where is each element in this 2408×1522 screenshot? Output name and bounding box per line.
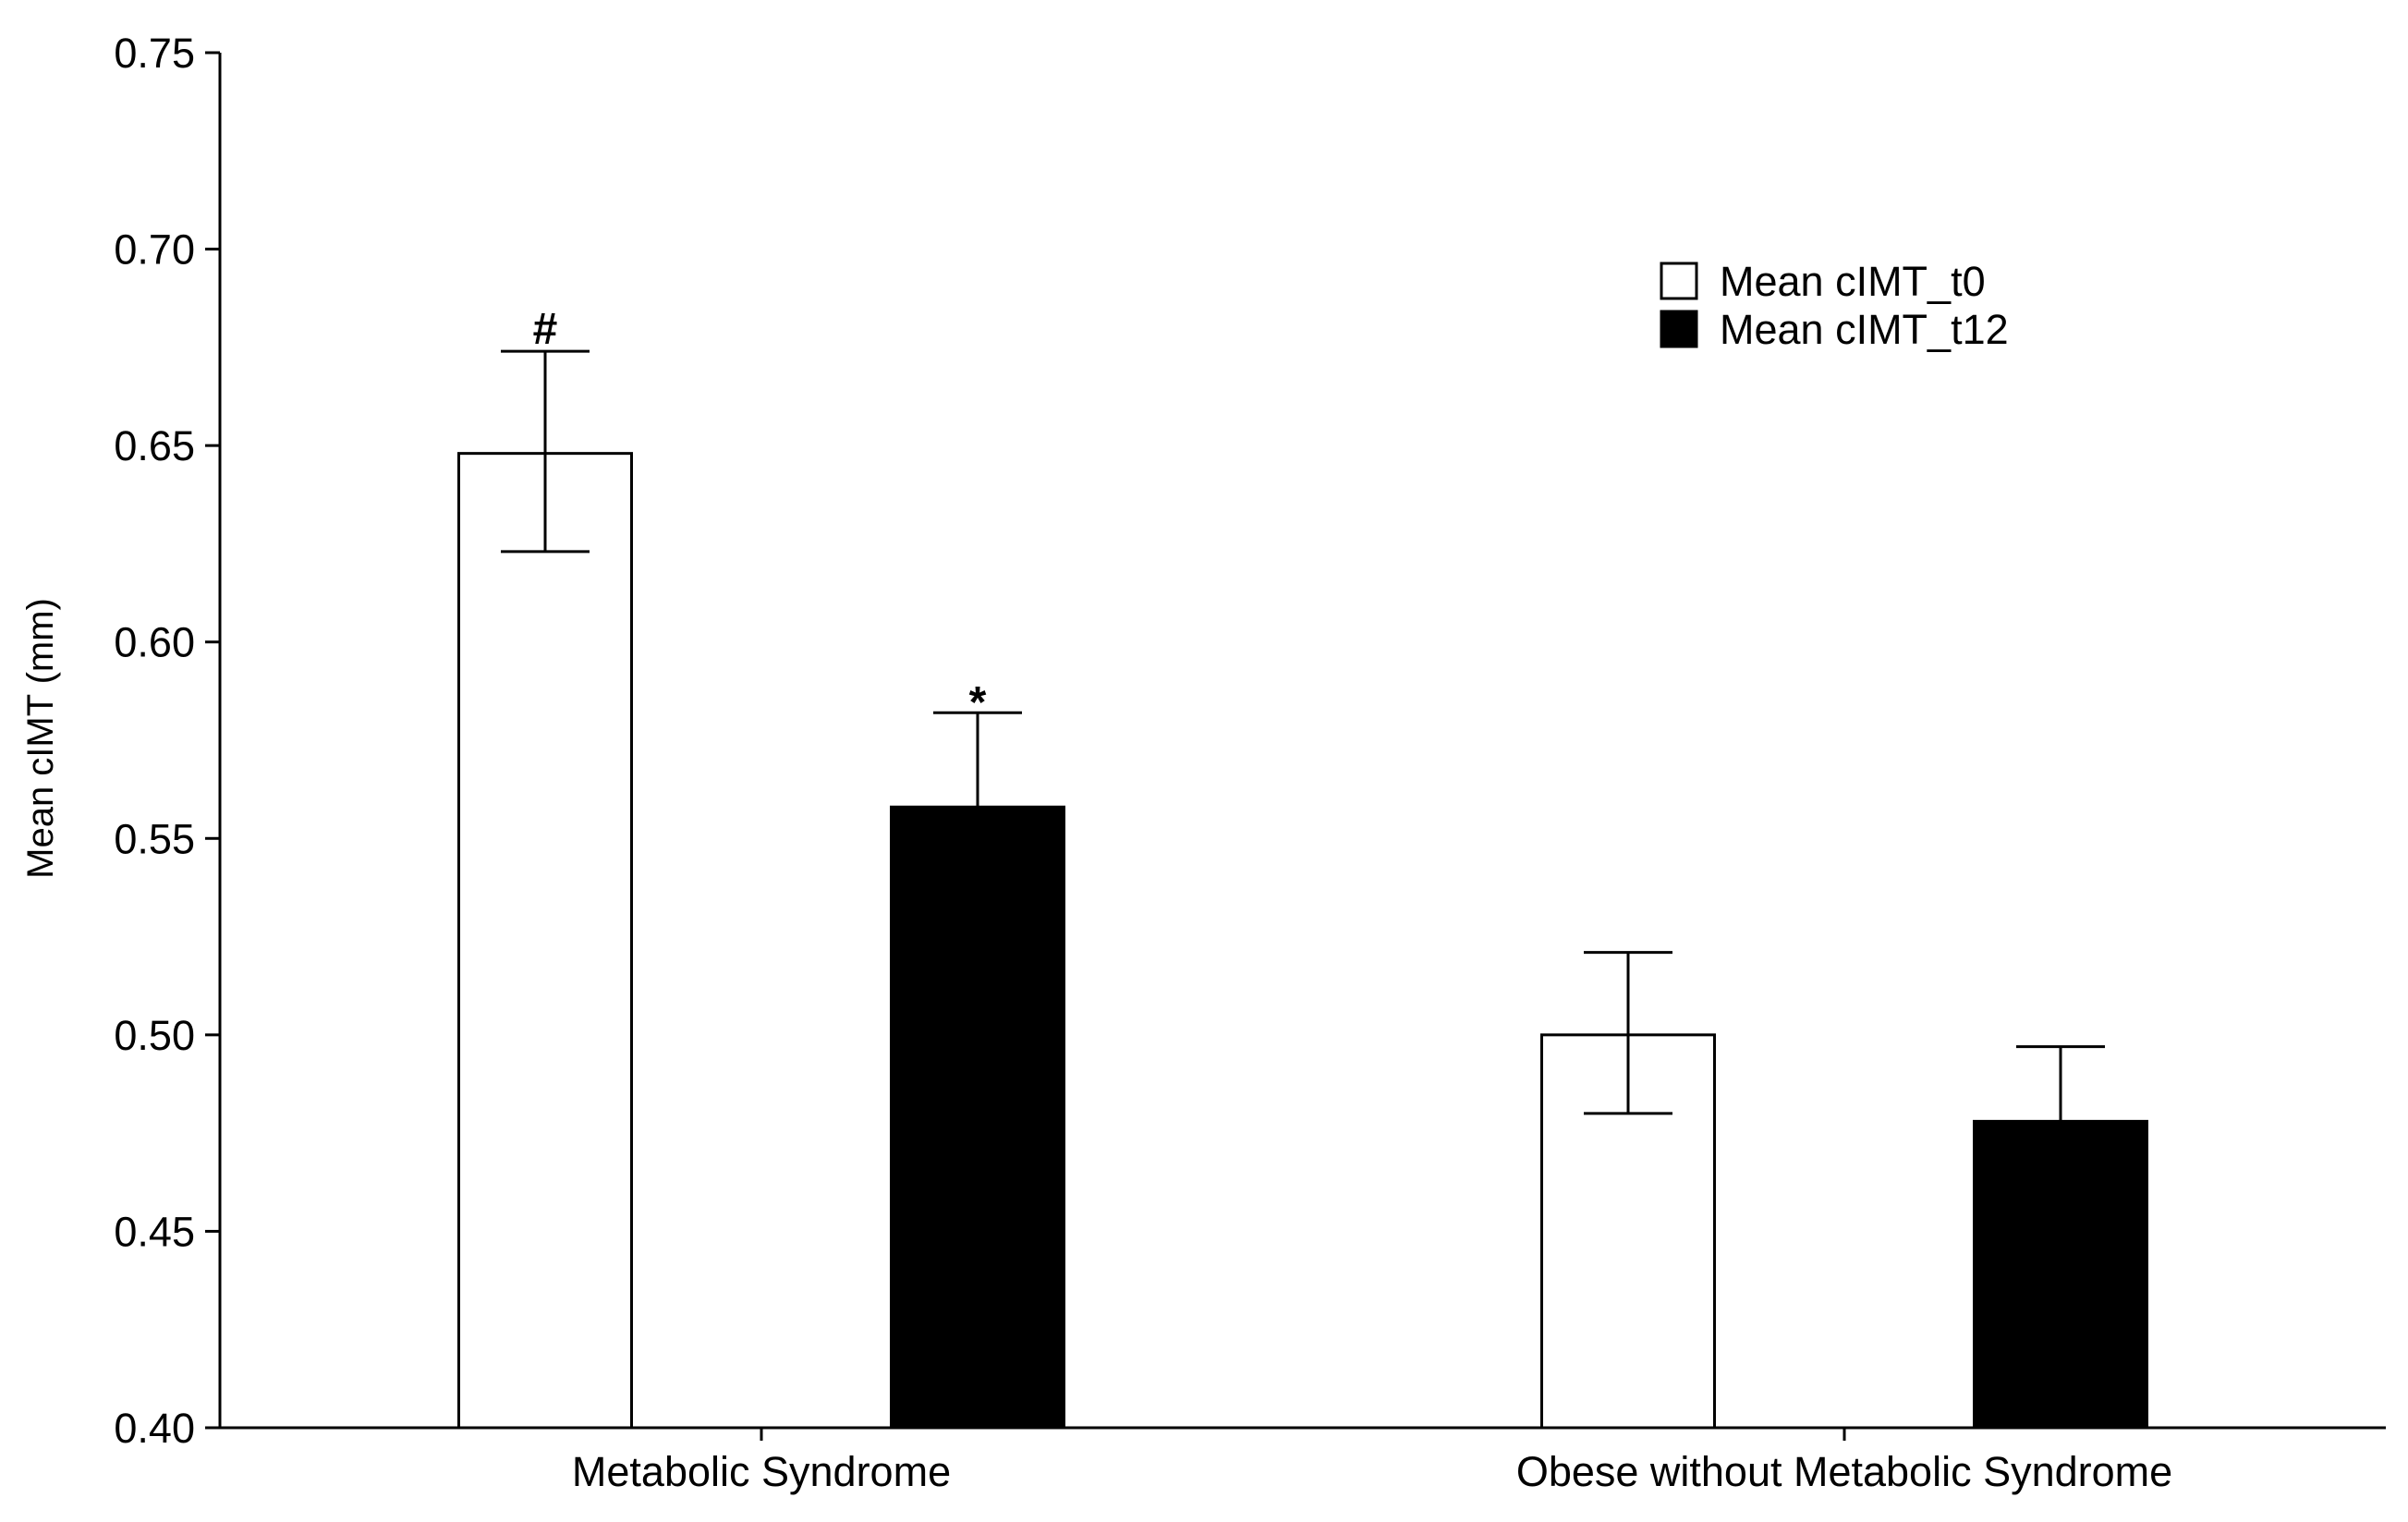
legend-swatch-t0 bbox=[1660, 262, 1698, 300]
y-tick-label: 0.45 bbox=[114, 1208, 195, 1255]
significance-marker: * bbox=[969, 678, 987, 727]
significance-marker: # bbox=[533, 305, 558, 354]
legend-swatch-t12 bbox=[1660, 310, 1698, 348]
y-axis-title: Mean cIMT (mm) bbox=[20, 598, 61, 879]
y-tick-label: 0.50 bbox=[114, 1012, 195, 1059]
bar-t12 bbox=[1973, 1119, 2148, 1430]
y-tick-label: 0.75 bbox=[114, 30, 195, 77]
bar-t0 bbox=[457, 452, 633, 1430]
y-tick-label: 0.60 bbox=[114, 619, 195, 666]
plot-area: 0.40 0.45 0.50 0.55 0.60 0.65 0.70 0.75 Metaboli… bbox=[20, 30, 2386, 1495]
legend-label: Mean cIMT_t0 bbox=[1720, 258, 1986, 305]
legend-label: Mean cIMT_t12 bbox=[1720, 306, 2009, 353]
y-tick-label: 0.65 bbox=[114, 422, 195, 469]
x-category-label: Metabolic Syndrome bbox=[572, 1448, 951, 1495]
y-tick-label: 0.40 bbox=[114, 1405, 195, 1452]
y-tick-label: 0.55 bbox=[114, 815, 195, 862]
bar-t12 bbox=[890, 805, 1065, 1430]
x-category-label: Obese without Metabolic Syndrome bbox=[1516, 1448, 2172, 1495]
y-tick-label: 0.70 bbox=[114, 226, 195, 274]
